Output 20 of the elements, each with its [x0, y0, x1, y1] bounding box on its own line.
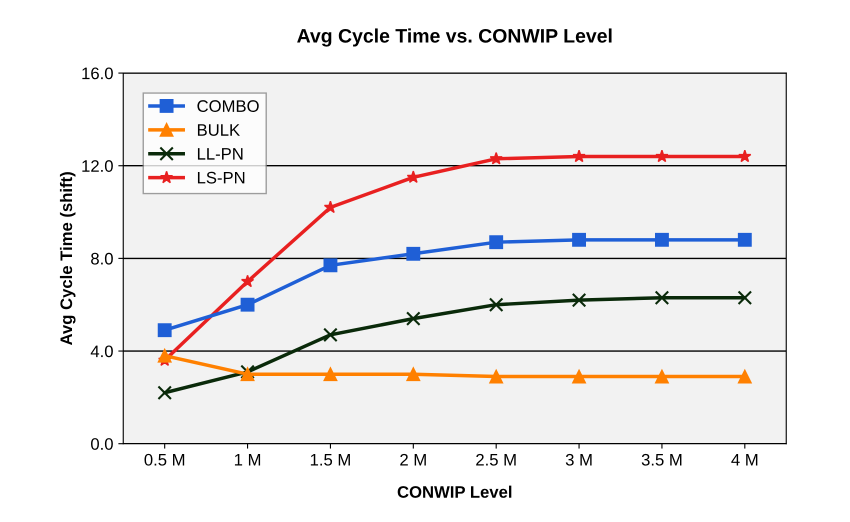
- y-tick-label: 0.0: [91, 438, 113, 450]
- legend-label: LS-PN: [198, 172, 244, 184]
- y-axis-title: Avg Cycle Time (shift): [60, 172, 76, 346]
- x-tick-label: 3.5 M: [642, 454, 682, 466]
- y-tick-label: 12.0: [82, 160, 113, 172]
- x-tick-label: 3 M: [566, 454, 592, 466]
- y-tick-label: 8.0: [91, 252, 113, 265]
- legend-label: BULK: [198, 124, 240, 136]
- y-tick-label: 4.0: [90, 345, 113, 358]
- chart-title: Avg Cycle Time vs. CONWIP Level: [297, 28, 612, 47]
- y-tick-label: 16.0: [82, 67, 113, 80]
- legend-label: LL-PN: [198, 148, 242, 160]
- x-tick-label: 2.5 M: [476, 454, 516, 466]
- x-tick-label: 2 M: [400, 454, 426, 466]
- legend-label: COMBO: [197, 100, 259, 112]
- x-tick-label: 1.5 M: [310, 454, 350, 466]
- x-axis-title: CONWIP Level: [398, 486, 512, 498]
- x-tick-label: 4 M: [731, 454, 758, 466]
- x-tick-label: 1 M: [234, 454, 260, 466]
- x-tick-label: 0.5 M: [144, 454, 184, 466]
